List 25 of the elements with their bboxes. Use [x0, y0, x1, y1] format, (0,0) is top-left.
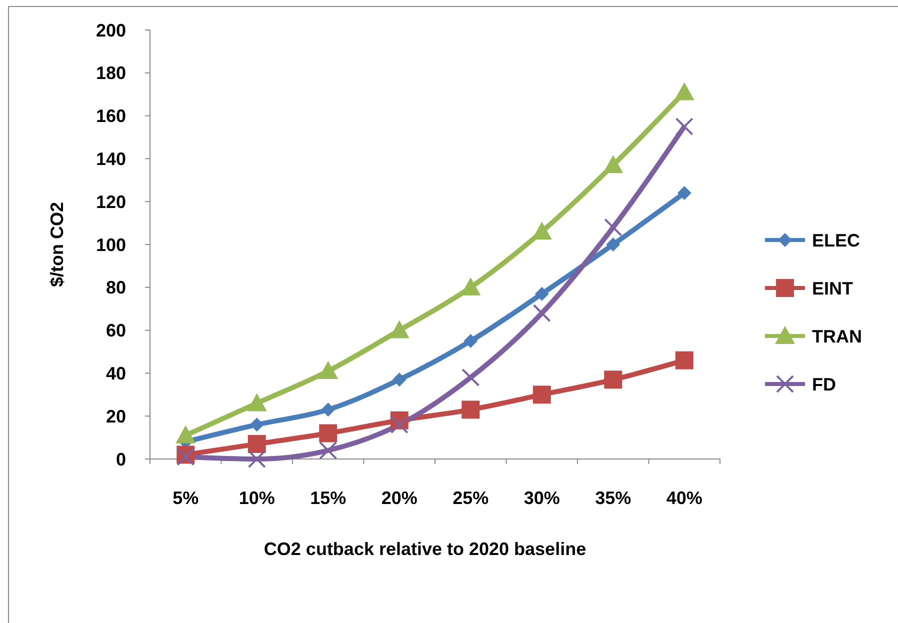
- x-tick-label: 30%: [524, 488, 560, 508]
- legend-label: ELEC: [812, 230, 860, 250]
- x-tick-label: 10%: [238, 488, 275, 508]
- y-tick-label: 60: [106, 320, 126, 341]
- x-tick-label: 40%: [666, 488, 702, 508]
- y-tick-label: 100: [96, 234, 126, 255]
- y-tick-label: 20: [106, 406, 126, 426]
- y-tick-label: 200: [96, 20, 126, 40]
- y-tick-label: 80: [106, 278, 126, 298]
- y-axis-title: $/ton CO2: [47, 202, 67, 288]
- y-tick-label: 180: [96, 63, 126, 84]
- x-tick-label: 35%: [595, 488, 632, 508]
- y-tick-label: 160: [96, 106, 126, 126]
- x-tick-label: 20%: [381, 488, 418, 508]
- legend-label: TRAN: [812, 326, 862, 346]
- y-tick-label: 140: [96, 149, 126, 169]
- y-tick-label: 40: [106, 364, 126, 384]
- y-tick-label: 0: [116, 449, 126, 470]
- x-tick-label: 5%: [172, 488, 199, 508]
- x-tick-label: 15%: [310, 488, 346, 508]
- x-tick-label: 25%: [452, 488, 489, 508]
- x-axis-title: CO2 cutback relative to 2020 baseline: [264, 539, 586, 559]
- y-tick-label: 120: [96, 192, 126, 212]
- legend-label: EINT: [812, 278, 854, 298]
- legend-label: FD: [812, 374, 836, 394]
